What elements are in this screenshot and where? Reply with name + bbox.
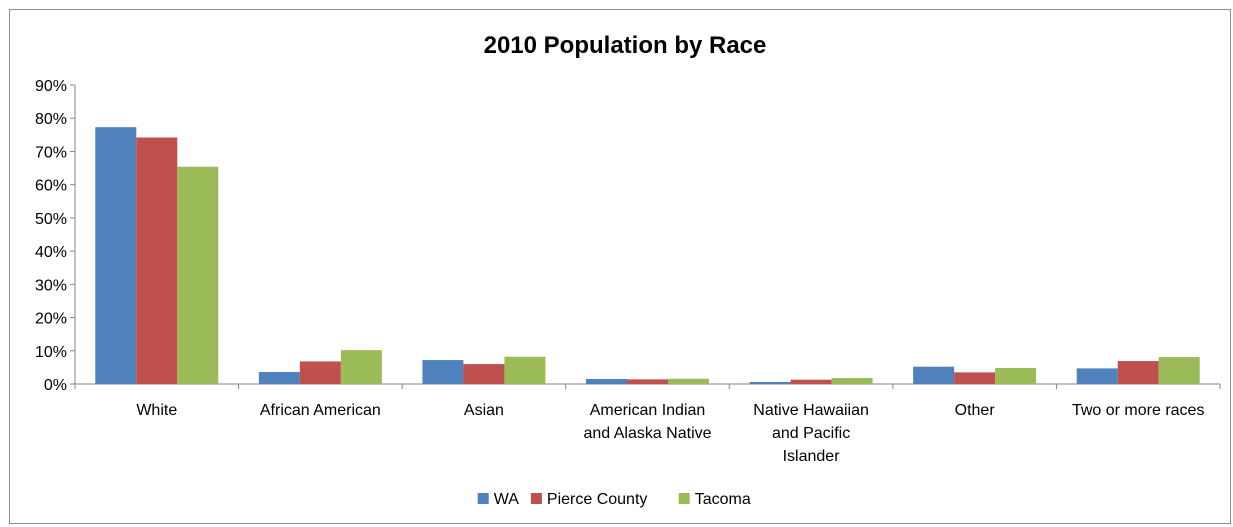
- y-tick-label: 40%: [35, 244, 67, 261]
- x-tick-label-line: and Alaska Native: [583, 425, 711, 442]
- x-tick-label: Asian: [464, 402, 504, 419]
- x-tick-label-line: White: [136, 402, 177, 419]
- bar: [995, 368, 1037, 384]
- bar: [913, 366, 955, 384]
- bar: [340, 350, 382, 384]
- y-tick-label: 0%: [44, 377, 67, 394]
- bar: [504, 356, 546, 384]
- y-tick-label: 30%: [35, 277, 67, 294]
- x-tick-label-line: Islander: [783, 448, 841, 465]
- bar: [627, 379, 668, 384]
- x-tick-label-line: and Pacific: [772, 425, 850, 442]
- x-tick-label-line: Asian: [464, 402, 504, 419]
- legend-label: Tacoma: [695, 491, 751, 508]
- x-tick-label-line: Native Hawaiian: [753, 402, 869, 419]
- x-axis-labels: White African American Asian American India…: [136, 402, 1204, 465]
- legend-item: WA: [477, 491, 520, 508]
- bar: [95, 127, 137, 384]
- bar: [749, 382, 791, 384]
- legend-swatch: [530, 493, 542, 504]
- bar: [1158, 357, 1200, 384]
- legend-swatch: [678, 493, 690, 504]
- legend-label: WA: [494, 491, 520, 508]
- bar: [299, 361, 341, 384]
- y-tick-label: 70%: [35, 144, 67, 161]
- x-tick-label: Native Hawaiian and Pacific Islander: [753, 402, 869, 465]
- x-tick-label-line: American Indian: [590, 402, 706, 419]
- bar: [177, 166, 219, 384]
- bar: [1117, 361, 1159, 384]
- x-tick-label: African American: [260, 402, 381, 419]
- bar: [463, 364, 505, 384]
- x-tick-label-line: Two or more races: [1072, 402, 1204, 419]
- y-tick-label: 80%: [35, 111, 67, 128]
- chart-title: 2010 Population by Race: [484, 32, 767, 59]
- x-tick-label: American Indian and Alaska Native: [583, 402, 711, 442]
- legend-swatch: [477, 493, 489, 504]
- bar: [422, 360, 464, 384]
- x-tick-label-line: Other: [955, 402, 996, 419]
- x-tick-label: Two or more races: [1072, 402, 1204, 419]
- y-tick-label: 50%: [35, 211, 67, 228]
- bar: [136, 137, 178, 384]
- x-tick-label: Other: [955, 402, 996, 419]
- x-tick-label-line: African American: [260, 402, 381, 419]
- legend: WA Pierce County Tacoma: [477, 491, 751, 508]
- legend-label: Pierce County: [547, 491, 648, 508]
- y-tick-label: 60%: [35, 178, 67, 195]
- bar: [790, 379, 832, 384]
- bar: [1076, 368, 1118, 384]
- y-tick-label: 90%: [35, 78, 67, 95]
- bar: [668, 378, 709, 384]
- bar: [258, 372, 300, 384]
- bar: [954, 372, 996, 384]
- y-tick-label: 20%: [35, 311, 67, 328]
- legend-item: Pierce County: [530, 491, 648, 508]
- bars: [95, 127, 1200, 384]
- legend-item: Tacoma: [678, 491, 751, 508]
- bar: [831, 378, 873, 384]
- x-tick-label: White: [136, 402, 177, 419]
- bar: [586, 379, 627, 384]
- y-tick-label: 10%: [35, 344, 67, 361]
